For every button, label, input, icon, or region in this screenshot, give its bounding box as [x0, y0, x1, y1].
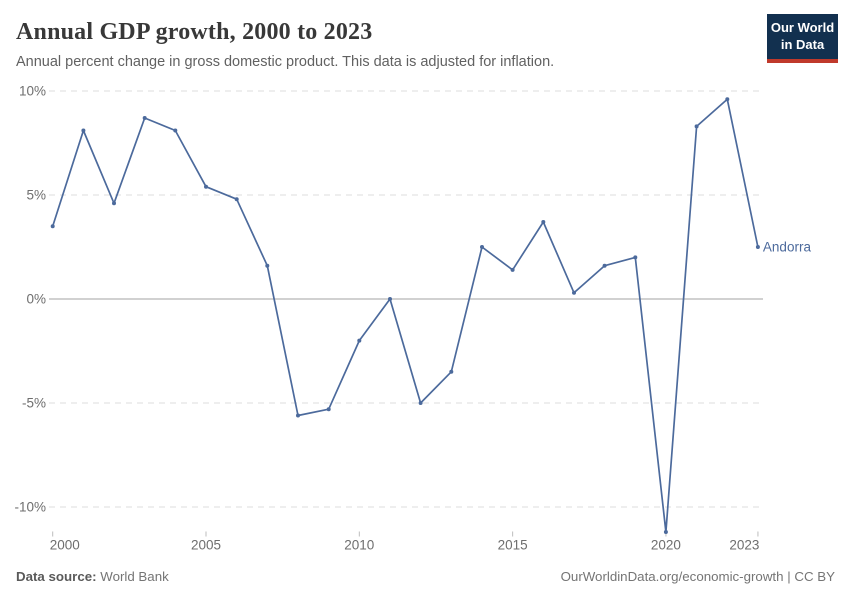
data-line-andorra[interactable]: [51, 98, 759, 533]
owid-logo[interactable]: Our World in Data: [767, 14, 838, 63]
y-axis-label: 10%: [19, 84, 46, 99]
x-axis-label: 2023: [729, 538, 759, 553]
data-point[interactable]: [204, 184, 208, 189]
owid-logo-line1: Our World: [770, 20, 835, 35]
data-point[interactable]: [234, 197, 239, 202]
data-point[interactable]: [480, 245, 484, 249]
chart-subtitle: Annual percent change in gross domestic …: [16, 54, 555, 70]
data-source-value: World Bank: [96, 569, 169, 584]
data-point[interactable]: [357, 338, 362, 343]
data-source-note: Data source: World Bank: [16, 569, 169, 584]
y-axis-label: -5%: [22, 396, 46, 411]
data-point[interactable]: [694, 124, 699, 129]
data-point[interactable]: [326, 407, 331, 412]
data-point[interactable]: [142, 116, 147, 120]
entity-label[interactable]: Andorra: [763, 240, 812, 255]
y-axis-label: 5%: [26, 188, 46, 203]
y-axis-label: 0%: [26, 292, 46, 307]
data-point[interactable]: [418, 401, 423, 405]
data-point[interactable]: [510, 267, 515, 272]
x-axis-label: 2015: [498, 538, 528, 553]
data-point[interactable]: [541, 220, 546, 224]
x-axis-label: 2000: [50, 538, 80, 553]
data-point[interactable]: [663, 530, 668, 534]
data-point[interactable]: [388, 297, 392, 301]
x-axis-label: 2020: [651, 538, 681, 553]
data-point[interactable]: [633, 255, 638, 260]
data-point[interactable]: [112, 201, 116, 206]
data-point[interactable]: [602, 263, 607, 268]
page-title: Annual GDP growth, 2000 to 2023: [16, 19, 373, 45]
credit-note: OurWorldinData.org/economic-growth | CC …: [561, 569, 835, 584]
y-axis-label: -10%: [14, 500, 46, 515]
credit-link[interactable]: OurWorldinData.org/economic-growth | CC …: [560, 569, 835, 584]
data-point[interactable]: [173, 128, 178, 133]
data-point[interactable]: [725, 97, 730, 102]
owid-logo-line2: in Data: [780, 36, 825, 52]
data-point[interactable]: [755, 245, 760, 249]
x-axis-label: 2010: [344, 538, 374, 553]
data-point[interactable]: [296, 413, 300, 418]
data-point[interactable]: [81, 128, 86, 133]
data-point[interactable]: [572, 290, 576, 295]
data-point[interactable]: [265, 263, 270, 268]
x-axis-label: 2005: [191, 538, 221, 553]
data-point[interactable]: [449, 369, 454, 374]
data-point[interactable]: [50, 224, 55, 229]
data-source-label: Data source:: [16, 569, 97, 584]
